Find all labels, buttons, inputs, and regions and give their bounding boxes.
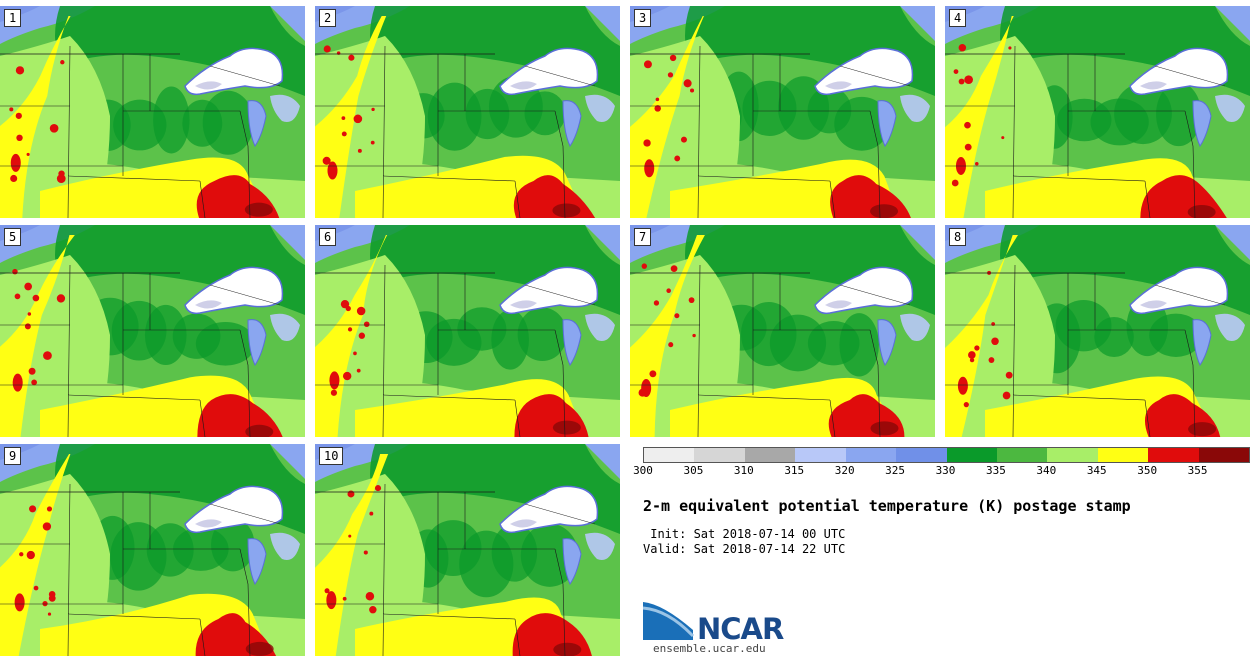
map-panel (630, 6, 935, 218)
colorbar-tick-label: 315 (784, 464, 805, 477)
colorbar-tick-label: 350 (1137, 464, 1158, 477)
colorbar-segment (1198, 448, 1250, 462)
member-number-label: 2 (319, 9, 337, 27)
colorbar-tick-label: 310 (733, 464, 754, 477)
logo-url: ensemble.ucar.edu (653, 642, 766, 655)
member-number-label: 8 (949, 228, 967, 246)
colorbar-tick-label: 300 (633, 464, 653, 477)
colorbar-tick-label: 305 (683, 464, 704, 477)
ensemble-member-panel: 2 (315, 6, 620, 218)
map-panel (630, 225, 935, 437)
ensemble-member-panel: 3 (630, 6, 935, 218)
ensemble-member-panel: 4 (945, 6, 1250, 218)
colorbar-tick-label: 330 (935, 464, 956, 477)
member-number-label: 5 (4, 228, 22, 246)
colorbar-segment (1047, 448, 1098, 462)
ensemble-member-panel: 6 (315, 225, 620, 437)
valid-time: Valid: Sat 2018-07-14 22 UTC (643, 542, 846, 556)
colorbar-ticks: 300 305 310 315 320 325 330 335 340 345 350 355 (633, 464, 1248, 480)
colorbar-segment (744, 448, 796, 462)
member-number-label: 7 (634, 228, 652, 246)
colorbar-tick-label: 335 (985, 464, 1006, 477)
member-number-label: 6 (319, 228, 337, 246)
colorbar-segment (896, 448, 947, 462)
colorbar-tick-label: 320 (834, 464, 855, 477)
map-panel (0, 6, 305, 218)
colorbar-segment (644, 448, 695, 462)
colorbar (643, 447, 1250, 463)
member-number-label: 10 (319, 447, 344, 465)
chart-title: 2-m equivalent potential temperature (K)… (643, 497, 1131, 515)
colorbar-segment (946, 448, 997, 462)
ensemble-member-panel: 10 (315, 444, 620, 656)
ensemble-member-panel: 7 (630, 225, 935, 437)
map-panel (315, 225, 620, 437)
ncar-logo-text: NCAR (697, 612, 784, 646)
colorbar-segment (1148, 448, 1199, 462)
member-number-label: 1 (4, 9, 22, 27)
map-panel (315, 6, 620, 218)
colorbar-segment (845, 448, 897, 462)
ensemble-member-panel: 9 (0, 444, 305, 656)
colorbar-segment (996, 448, 1048, 462)
colorbar-tick-label: 340 (1036, 464, 1057, 477)
ensemble-member-panel: 8 (945, 225, 1250, 437)
member-number-label: 9 (4, 447, 22, 465)
ensemble-member-panel: 1 (0, 6, 305, 218)
colorbar-tick-label: 325 (885, 464, 906, 477)
colorbar-tick-label: 345 (1086, 464, 1107, 477)
map-panel (945, 6, 1250, 218)
member-number-label: 3 (634, 9, 652, 27)
colorbar-segment (1097, 448, 1149, 462)
init-time: Init: Sat 2018-07-14 00 UTC (643, 527, 846, 541)
colorbar-segment (694, 448, 745, 462)
colorbar-segment (795, 448, 846, 462)
map-panel (0, 444, 305, 656)
colorbar-tick-label: 355 (1187, 464, 1208, 477)
map-panel (945, 225, 1250, 437)
member-number-label: 4 (949, 9, 967, 27)
ensemble-member-panel: 5 (0, 225, 305, 437)
map-panel (315, 444, 620, 656)
ncar-logo-icon (643, 602, 695, 640)
map-panel (0, 225, 305, 437)
